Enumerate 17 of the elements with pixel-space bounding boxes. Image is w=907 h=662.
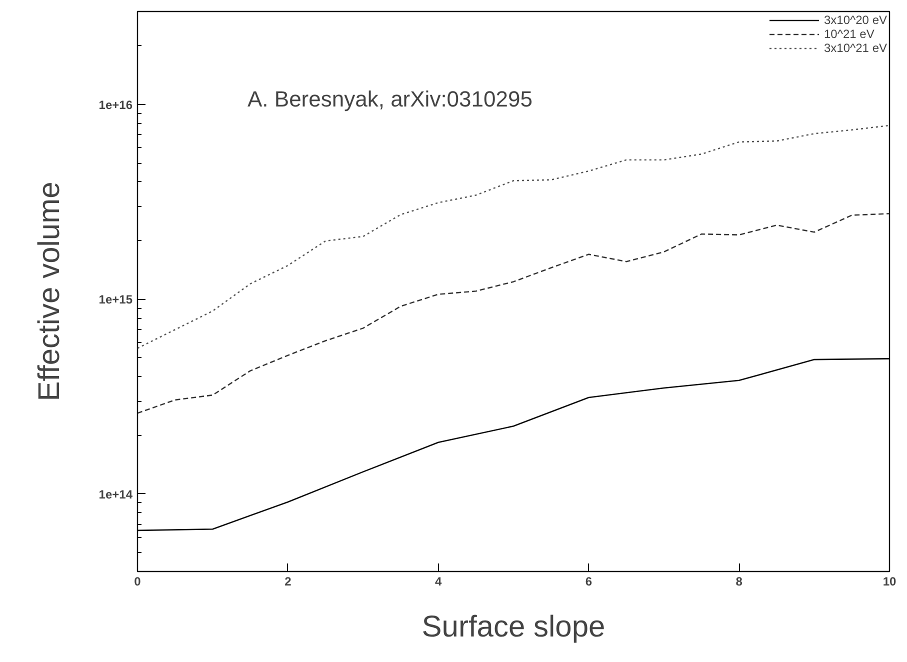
x-tick-label: 2 [284, 574, 292, 588]
line-series [138, 124, 890, 349]
y-tick-label: 1e+14 [98, 487, 133, 502]
x-axis-title: Surface slope [422, 610, 606, 644]
x-tick-label: 4 [434, 574, 442, 588]
line-series [138, 212, 890, 414]
y-tick-label: 1e+15 [98, 292, 133, 307]
legend-label: 3x10^20 eV [824, 13, 887, 27]
x-tick-label: 6 [585, 574, 592, 588]
x-tick-label: 0 [134, 574, 142, 588]
legend-label: 10^21 eV [824, 27, 874, 41]
x-tick-label: 10 [882, 574, 896, 588]
legend-label: 3x10^21 eV [824, 41, 887, 55]
annotation: A. Beresnyak, arXiv:0310295 [248, 86, 532, 112]
x-tick-label: 8 [736, 574, 743, 588]
y-axis-title: Effective volume [32, 182, 66, 402]
y-tick-label: 1e+16 [98, 98, 133, 112]
